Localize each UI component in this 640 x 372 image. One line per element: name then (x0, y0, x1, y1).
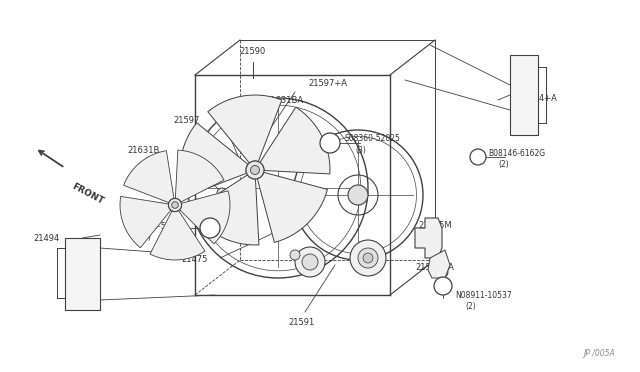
Text: 21591: 21591 (289, 318, 315, 327)
Bar (510, 55, 538, 135)
Text: S08360-52025: S08360-52025 (130, 221, 186, 231)
Polygon shape (180, 123, 248, 197)
Text: 21631B: 21631B (127, 145, 160, 154)
Text: N: N (440, 283, 446, 289)
Text: S08360-52025: S08360-52025 (345, 134, 401, 142)
Circle shape (363, 253, 373, 263)
Circle shape (470, 149, 486, 165)
Circle shape (246, 161, 264, 179)
Circle shape (290, 250, 300, 260)
Circle shape (168, 198, 182, 212)
Polygon shape (428, 250, 450, 278)
Polygon shape (208, 95, 282, 163)
Circle shape (295, 247, 325, 277)
Bar (65, 238, 100, 310)
Circle shape (250, 166, 259, 174)
Text: JP /005A: JP /005A (583, 349, 615, 358)
Polygon shape (180, 191, 230, 244)
Polygon shape (260, 107, 330, 174)
Circle shape (299, 196, 307, 204)
Text: 21590: 21590 (240, 47, 266, 56)
Circle shape (438, 267, 448, 277)
Text: B: B (476, 154, 481, 160)
Circle shape (238, 163, 248, 173)
Polygon shape (120, 196, 171, 248)
Polygon shape (257, 172, 328, 243)
Text: 21475M: 21475M (418, 221, 452, 230)
Text: S: S (327, 138, 333, 148)
Text: 21597+A: 21597+A (308, 79, 347, 88)
Text: 21475: 21475 (182, 256, 208, 264)
Circle shape (348, 185, 368, 205)
Text: (2): (2) (465, 301, 476, 311)
Polygon shape (175, 150, 224, 202)
Circle shape (358, 248, 378, 268)
Polygon shape (150, 211, 205, 260)
Text: 21591+A: 21591+A (415, 263, 454, 273)
Text: N08911-10537: N08911-10537 (455, 291, 512, 299)
Text: 21597: 21597 (173, 115, 200, 125)
Text: (2): (2) (498, 160, 509, 169)
Text: 21631BA: 21631BA (265, 96, 303, 105)
Text: FRONT: FRONT (70, 182, 105, 206)
Polygon shape (415, 218, 442, 258)
Text: (3): (3) (140, 232, 151, 241)
Polygon shape (124, 151, 174, 203)
Circle shape (320, 133, 340, 153)
Circle shape (200, 218, 220, 238)
Text: B08146-6162G: B08146-6162G (488, 148, 545, 157)
Circle shape (217, 188, 227, 198)
Circle shape (172, 202, 179, 208)
Text: S: S (207, 224, 212, 232)
Polygon shape (192, 175, 259, 245)
Circle shape (434, 277, 452, 295)
Text: 21494: 21494 (34, 234, 60, 243)
Text: 21494+A: 21494+A (518, 93, 557, 103)
Circle shape (350, 240, 386, 276)
Circle shape (270, 180, 286, 196)
Circle shape (285, 183, 295, 193)
Circle shape (302, 254, 318, 270)
Text: (3): (3) (355, 145, 366, 154)
